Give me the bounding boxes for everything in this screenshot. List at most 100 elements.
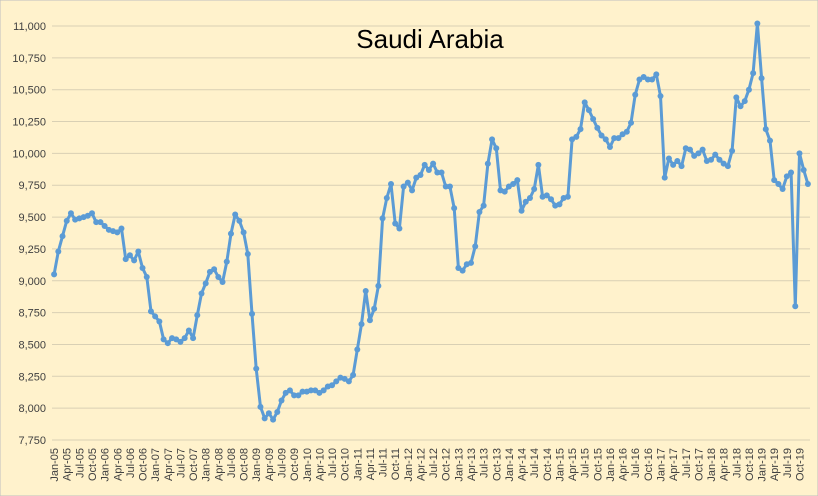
data-point	[796, 150, 803, 157]
data-point	[295, 392, 302, 399]
x-tick-label: Jul-11	[378, 448, 390, 477]
data-point	[185, 327, 192, 334]
data-point	[430, 160, 437, 167]
data-point	[379, 215, 386, 222]
data-point	[333, 378, 340, 385]
y-tick-label: 9,500	[18, 212, 46, 224]
x-tick-label: Oct-12	[441, 448, 453, 481]
data-point	[514, 177, 521, 184]
x-tick-label: Oct-17	[693, 448, 705, 481]
data-point	[240, 229, 247, 236]
data-point	[177, 338, 184, 345]
x-tick-label: Jan-19	[757, 448, 769, 482]
x-tick-label: Apr-10	[314, 448, 326, 481]
data-point	[459, 267, 466, 274]
data-point	[299, 388, 306, 395]
data-point	[396, 225, 403, 232]
data-point	[409, 187, 416, 194]
chart-title: Saudi Arabia	[356, 24, 504, 54]
x-tick-label: Oct-13	[491, 448, 503, 481]
data-point	[489, 136, 496, 143]
data-point	[274, 408, 281, 415]
data-point	[678, 163, 685, 170]
data-point	[232, 211, 239, 218]
x-tick-label: Jan-09	[251, 448, 263, 482]
y-tick-label: 9,750	[18, 180, 46, 192]
x-tick-label: Jul-06	[125, 448, 137, 478]
data-point	[758, 75, 765, 82]
data-point	[577, 126, 584, 133]
data-point	[164, 340, 171, 347]
data-point	[573, 133, 580, 140]
data-point	[156, 318, 163, 325]
data-point	[762, 126, 769, 133]
data-point	[227, 230, 234, 237]
x-tick-label: Oct-19	[794, 448, 806, 481]
data-point	[531, 186, 538, 193]
x-tick-label: Apr-19	[769, 448, 781, 481]
data-point	[265, 410, 272, 417]
data-point	[253, 365, 260, 372]
x-tick-label: Oct-15	[592, 448, 604, 481]
x-tick-label: Jan-06	[100, 448, 112, 482]
data-point	[468, 259, 475, 266]
y-tick-label: 10,750	[12, 53, 46, 65]
data-point	[476, 208, 483, 215]
data-point	[358, 321, 365, 328]
data-point	[417, 172, 424, 179]
data-point	[190, 335, 197, 342]
x-tick-label: Jan-16	[605, 448, 617, 482]
data-point	[438, 169, 445, 176]
x-tick-label: Oct-09	[289, 448, 301, 481]
data-point	[181, 335, 188, 342]
data-point	[345, 378, 352, 385]
data-point	[152, 313, 159, 320]
x-tick-label: Jul-08	[226, 448, 238, 478]
data-point	[202, 280, 209, 287]
data-point	[131, 257, 138, 264]
x-tick-label: Apr-15	[567, 448, 579, 481]
data-point	[737, 103, 744, 110]
data-point	[800, 166, 807, 173]
data-point	[59, 233, 66, 240]
data-point	[686, 146, 693, 153]
x-tick-label: Apr-13	[466, 448, 478, 481]
data-point	[632, 91, 639, 98]
y-tick-label: 10,500	[12, 85, 46, 97]
data-point	[114, 229, 121, 236]
data-point	[543, 192, 550, 199]
data-point	[135, 248, 142, 255]
data-point	[446, 183, 453, 190]
data-point	[143, 273, 150, 280]
data-point	[404, 179, 411, 186]
data-point	[695, 150, 702, 157]
data-point	[400, 183, 407, 190]
y-tick-label: 8,000	[18, 403, 46, 415]
data-point	[733, 94, 740, 101]
data-point	[783, 173, 790, 180]
data-point	[97, 219, 104, 226]
data-point	[535, 161, 542, 168]
x-tick-label: Jan-12	[403, 448, 415, 482]
x-tick-label: Jan-05	[49, 448, 61, 482]
x-tick-label: Jul-10	[327, 448, 339, 478]
data-point	[661, 174, 668, 181]
data-point	[480, 202, 487, 209]
data-point	[194, 312, 201, 319]
data-point	[712, 151, 719, 158]
data-point	[674, 158, 681, 165]
data-point	[211, 266, 218, 273]
x-tick-label: Jan-14	[504, 448, 516, 482]
data-point	[611, 135, 618, 142]
x-tick-label: Jul-19	[782, 448, 794, 478]
data-point	[286, 387, 293, 394]
data-point	[522, 198, 529, 205]
data-point	[750, 70, 757, 77]
data-point	[699, 146, 706, 153]
data-point	[307, 387, 314, 394]
data-point	[564, 193, 571, 200]
data-point	[425, 166, 432, 173]
data-point	[804, 180, 811, 187]
data-point	[278, 397, 285, 404]
data-point	[665, 155, 672, 162]
